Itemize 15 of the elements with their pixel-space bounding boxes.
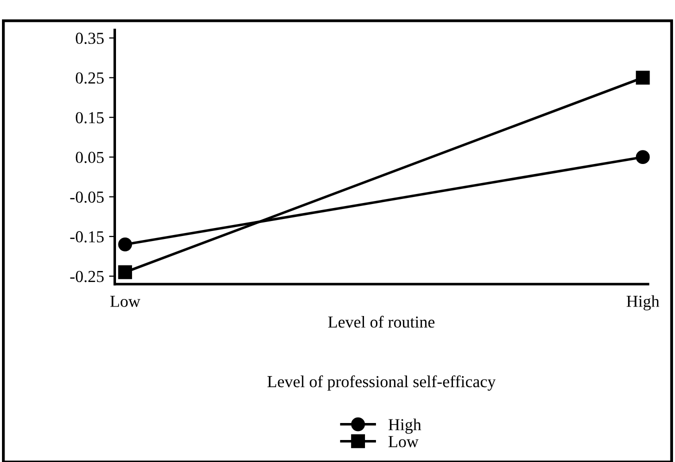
point [636,70,650,85]
point [636,150,650,164]
legend-label: High [388,418,422,434]
y-tick-label: -0.15 [70,231,104,243]
legend-label: Low [388,436,419,448]
y-tick-label: 0.35 [76,32,104,44]
y-tick-label: 0.15 [76,112,104,124]
point [118,237,132,252]
y-tick-label: 0.25 [76,72,104,84]
legend-title: Level of professional self-efficacy [267,375,496,391]
y-tick-label: -0.25 [70,270,104,282]
y-tick-label: 0.05 [76,152,104,164]
y-tick-label: -0.05 [70,191,104,203]
point [118,265,132,280]
x-axis-title: Level of routine [328,316,434,328]
